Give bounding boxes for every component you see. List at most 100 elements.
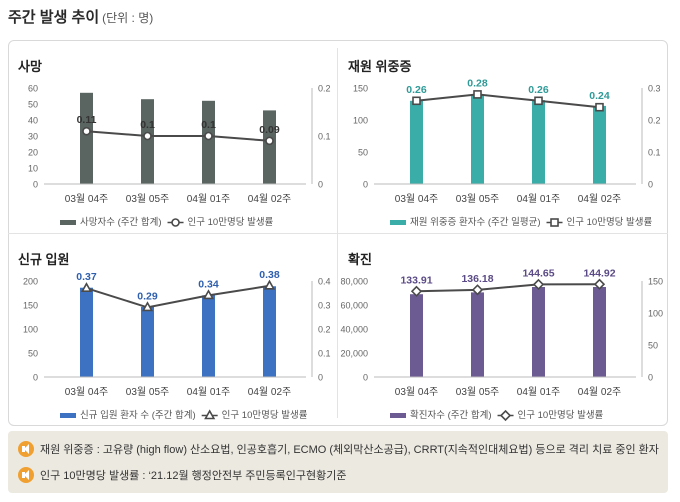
data-label: 0.37 <box>76 271 97 283</box>
x-tick-label: 04월 01주 <box>187 386 230 398</box>
y-left-tick-label: 40,000 <box>340 325 368 335</box>
y-right-tick-label: 0 <box>318 373 323 383</box>
chart-admissions: 0 50 100 150 200 0 0.1 0.2 0.3 0.4 0.37 0.29 0.34 0.3… <box>23 269 331 421</box>
speaker-icon <box>18 441 34 457</box>
y-right-tick-label: 0.3 <box>318 301 331 311</box>
x-tick-label: 04월 02주 <box>248 386 291 398</box>
y-right-tick-label: 100 <box>648 309 663 319</box>
y-left-tick-label: 20,000 <box>340 349 368 359</box>
line-series <box>86 130 270 142</box>
data-label: 144.65 <box>522 267 554 279</box>
data-label: 0.1 <box>140 119 155 131</box>
data-label: 144.92 <box>583 267 615 279</box>
panel-critical: 재원 위중증 0 50 100 150 0 0.1 0.2 0.3 0.26 0.28 0.26 0.… <box>338 44 668 234</box>
y-left-tick-label: 50 <box>28 100 38 110</box>
line-series <box>416 283 600 293</box>
vertical-divider <box>337 48 338 418</box>
line-point <box>532 278 545 291</box>
page-unit: (단위 : 명) <box>102 11 154 25</box>
x-tick-label: 03월 05주 <box>126 193 169 205</box>
legend-bar-label: 확진자수 (주간 합계) <box>410 409 492 421</box>
data-label: 136.18 <box>461 273 493 285</box>
panel-title: 재원 위중증 <box>348 59 412 74</box>
data-label: 0.34 <box>198 278 219 290</box>
line-point <box>471 284 484 296</box>
panel-confirmed: 확진 0 20,000 40,000 60,000 80,000 0 50 100 150 133… <box>338 237 668 427</box>
line-point <box>141 301 154 312</box>
line-point <box>204 131 213 141</box>
legend-bar-label: 재원 위중증 환자수 (주간 일평균) <box>410 216 541 228</box>
chart-critical: 0 50 100 150 0 0.1 0.2 0.3 0.26 0.28 0.26 0.24 03월 0… <box>353 77 661 228</box>
note-population-basis: 인구 10만명당 발생률 : ‘21.12월 행정안전부 주민등록인구현황기준 <box>18 465 346 485</box>
bar <box>410 294 423 377</box>
y-left-tick-label: 30 <box>28 132 38 142</box>
line-point <box>82 126 91 136</box>
line-point <box>202 289 215 300</box>
data-label: 133.91 <box>400 274 432 286</box>
line-point <box>263 279 276 290</box>
page-title-text: 주간 발생 추이 <box>8 9 100 26</box>
bar <box>532 100 545 184</box>
data-label: 0.26 <box>406 84 427 96</box>
bar <box>263 286 276 377</box>
y-left-tick-label: 150 <box>353 84 368 94</box>
y-left-tick-label: 0 <box>363 373 368 383</box>
note-text: 재원 위중증 : 고유량 (high flow) 산소요법, 인공호흡기, EC… <box>40 444 659 456</box>
y-left-tick-label: 40 <box>28 116 38 126</box>
line-point <box>80 282 93 293</box>
bar <box>202 295 215 377</box>
y-right-tick-label: 0.1 <box>318 132 331 142</box>
bar <box>593 287 606 377</box>
legend-line-label: 인구 10만명당 발생률 <box>518 410 604 421</box>
y-left-tick-label: 0 <box>33 180 38 190</box>
legend-bar-swatch <box>60 220 76 225</box>
panel-deaths: 사망 0 10 20 30 40 50 60 0 0.1 0.2 0.11 0.1 0.1 0.09 03월… <box>8 44 338 234</box>
panel-title: 신규 입원 <box>18 252 70 267</box>
line-point <box>410 285 423 297</box>
bar <box>80 287 93 377</box>
note-text: 인구 10만명당 발생률 : ‘21.12월 행정안전부 주민등록인구현황기준 <box>40 470 347 482</box>
line-point <box>412 96 421 106</box>
line-point <box>143 131 152 141</box>
legend-bar-swatch <box>390 413 406 418</box>
y-left-tick-label: 100 <box>23 325 38 335</box>
panel-title: 사망 <box>18 59 42 74</box>
y-left-tick-label: 150 <box>23 301 38 311</box>
bar <box>593 105 606 184</box>
y-right-tick-label: 0.2 <box>648 116 661 126</box>
bar <box>410 100 423 184</box>
line-point <box>473 90 482 99</box>
line-series <box>416 93 600 109</box>
legend-bar-swatch <box>390 220 406 225</box>
data-label: 0.38 <box>259 269 280 281</box>
x-tick-label: 03월 05주 <box>126 386 169 398</box>
y-right-tick-label: 0 <box>318 180 323 190</box>
y-right-tick-label: 0.4 <box>318 277 331 287</box>
line-point <box>265 136 274 146</box>
y-right-tick-label: 0 <box>648 180 653 190</box>
x-tick-label: 04월 02주 <box>578 193 621 205</box>
bar <box>80 92 93 184</box>
legend-line-label: 인구 10만명당 발생률 <box>567 217 653 228</box>
y-left-tick-label: 80,000 <box>340 277 368 287</box>
y-right-tick-label: 0.2 <box>318 84 331 94</box>
chart-deaths: 0 10 20 30 40 50 60 0 0.1 0.2 0.11 0.1 0.1 0.09 03월 04… <box>28 84 331 229</box>
data-label: 0.1 <box>201 119 216 131</box>
chart-confirmed: 0 20,000 40,000 60,000 80,000 0 50 100 150 133.91… <box>340 267 663 422</box>
page-title: 주간 발생 추이 (단위 : 명) <box>8 6 153 27</box>
note-critical-definition: 재원 위중증 : 고유량 (high flow) 산소요법, 인공호흡기, EC… <box>18 439 659 459</box>
x-tick-label: 03월 05주 <box>456 386 499 398</box>
y-right-tick-label: 0 <box>648 373 653 383</box>
legend-bar-label: 신규 입원 환자 수 (주간 합계) <box>80 409 196 421</box>
bar <box>202 100 215 184</box>
y-right-tick-label: 150 <box>648 277 663 287</box>
x-tick-label: 04월 01주 <box>187 193 230 205</box>
line-point <box>595 102 604 112</box>
y-left-tick-label: 200 <box>23 277 38 287</box>
x-tick-label: 03월 05주 <box>456 193 499 205</box>
panel-admissions: 신규 입원 0 50 100 150 200 0 0.1 0.2 0.3 0.4 0.37 0.29 0… <box>8 237 338 427</box>
y-left-tick-label: 20 <box>28 148 38 158</box>
x-tick-label: 04월 01주 <box>517 193 560 205</box>
data-label: 0.11 <box>77 114 97 126</box>
x-tick-label: 04월 02주 <box>578 386 621 398</box>
